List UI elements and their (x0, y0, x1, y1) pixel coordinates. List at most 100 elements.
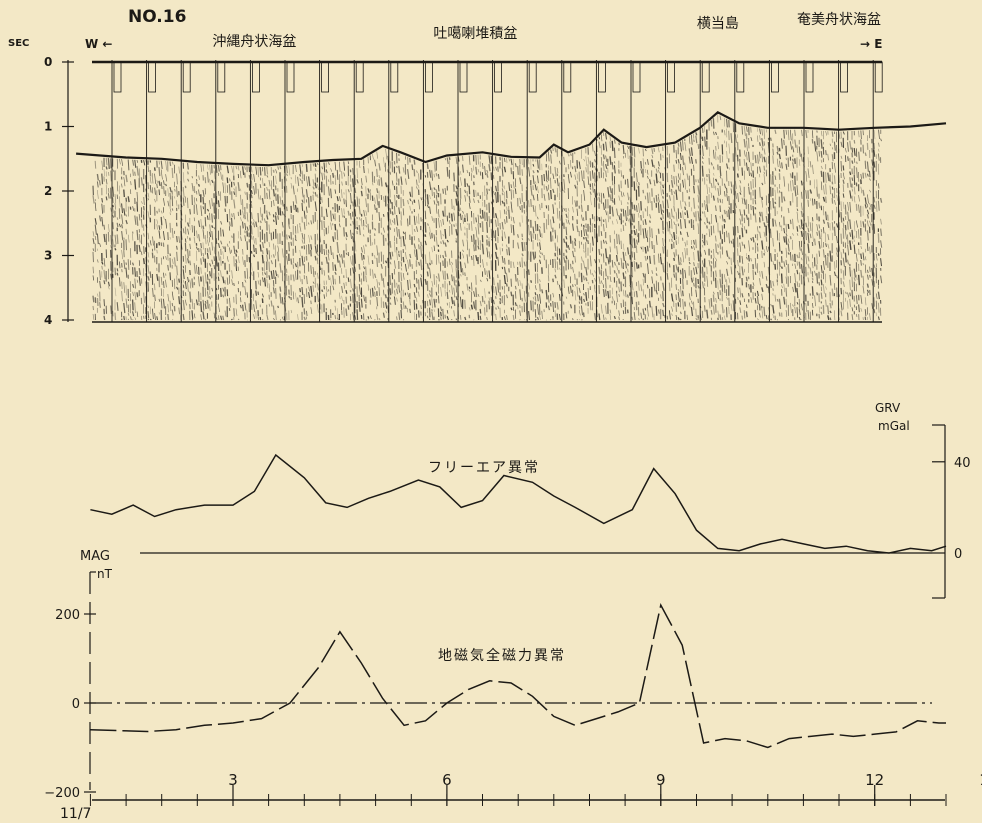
seismic-trace (241, 166, 245, 176)
seismic-trace (726, 297, 728, 300)
seismic-trace (572, 266, 574, 273)
seismic-trace (811, 198, 814, 206)
seismic-trace (365, 175, 368, 183)
seismic-trace (816, 224, 818, 231)
seismic-trace (503, 275, 507, 285)
seismic-trace (602, 223, 605, 232)
seismic-trace (169, 300, 172, 312)
seismic-trace (354, 240, 357, 252)
seismic-trace (508, 182, 511, 191)
seismic-trace (339, 223, 341, 228)
seismic-trace (772, 288, 774, 291)
seismic-trace (792, 179, 794, 191)
seismic-trace (158, 180, 161, 187)
seismic-trace (400, 309, 403, 319)
seismic-trace (867, 194, 869, 204)
seismic-trace (433, 298, 436, 308)
seismic-trace (833, 141, 836, 151)
seismic-trace (543, 222, 546, 233)
seismic-trace (842, 165, 845, 171)
seismic-trace (488, 251, 491, 259)
seismic-trace (792, 162, 795, 169)
seismic-trace (424, 278, 427, 285)
seismic-trace (800, 225, 804, 230)
seismic-trace (268, 275, 271, 280)
seismic-trace (693, 262, 695, 267)
seismic-trace (840, 141, 843, 148)
seismic-trace (679, 257, 682, 263)
seismic-trace (253, 185, 256, 195)
seismic-trace (451, 285, 454, 295)
seismic-trace (279, 196, 282, 205)
seismic-trace (745, 304, 748, 308)
seismic-trace (330, 277, 332, 286)
seismic-trace (765, 129, 768, 133)
seismic-trace (108, 286, 110, 290)
seismic-trace (455, 240, 458, 243)
seismic-trace (360, 252, 363, 261)
seismic-trace (407, 292, 410, 298)
seismic-trace (814, 141, 817, 152)
magnetic-y-tick-label: 200 (55, 608, 80, 623)
seismic-trace (301, 239, 304, 244)
seismic-trace (136, 311, 139, 318)
seismic-trace (662, 184, 664, 189)
seismic-trace (314, 191, 317, 197)
seismic-trace (607, 290, 610, 299)
seismic-trace (796, 211, 799, 223)
seismic-trace (290, 241, 292, 246)
seismic-trace (147, 242, 150, 248)
seismic-trace (717, 156, 719, 160)
seismic-trace (383, 278, 385, 288)
seismic-trace (356, 226, 359, 230)
seismic-trace (360, 298, 363, 308)
seismic-trace (112, 207, 114, 214)
seismic-trace (503, 166, 507, 173)
seismic-trace (605, 240, 608, 245)
seismic-trace (563, 238, 566, 243)
seismic-trace (750, 172, 753, 177)
seismic-trace (627, 145, 630, 149)
magnetic-unit-label: nT (97, 567, 113, 581)
seismic-trace (200, 314, 202, 321)
seismic-trace (864, 197, 867, 205)
seismic-trace (734, 190, 738, 199)
seismic-trace (209, 263, 212, 267)
seismic-trace (429, 251, 431, 262)
seismic-trace (244, 286, 246, 296)
seismic-trace (523, 242, 526, 251)
seismic-trace (325, 249, 328, 256)
seismic-trace (668, 310, 671, 320)
seismic-trace (585, 167, 587, 173)
seismic-trace (176, 275, 178, 286)
seismic-trace (605, 317, 607, 320)
seismic-trace (853, 186, 856, 195)
seismic-trace (495, 192, 498, 204)
seismic-trace (853, 277, 856, 281)
seismic-trace (855, 295, 858, 305)
seismic-trace (321, 289, 324, 293)
seismic-trace (147, 197, 150, 201)
seismic-trace (198, 189, 200, 197)
seismic-trace (704, 222, 706, 225)
seismic-trace (772, 218, 774, 227)
seismic-trace (783, 283, 785, 293)
seismic-trace (413, 312, 416, 321)
seismic-trace (635, 172, 638, 183)
seismic-trace (444, 157, 447, 161)
seismic-trace (160, 210, 163, 214)
seismic-trace (556, 280, 559, 286)
seismic-trace (231, 217, 233, 227)
seismic-trace (131, 159, 135, 166)
seismic-trace (494, 251, 498, 259)
seismic-trace (587, 287, 590, 299)
seismic-shot-marker-label (459, 61, 468, 93)
seismic-trace (241, 304, 244, 312)
seismic-trace (191, 319, 194, 321)
seismic-trace (301, 170, 304, 180)
seismic-trace (215, 294, 218, 301)
seismic-trace (149, 176, 152, 184)
seismic-trace (301, 199, 304, 203)
seismic-trace (167, 200, 170, 207)
seismic-trace (229, 247, 231, 254)
